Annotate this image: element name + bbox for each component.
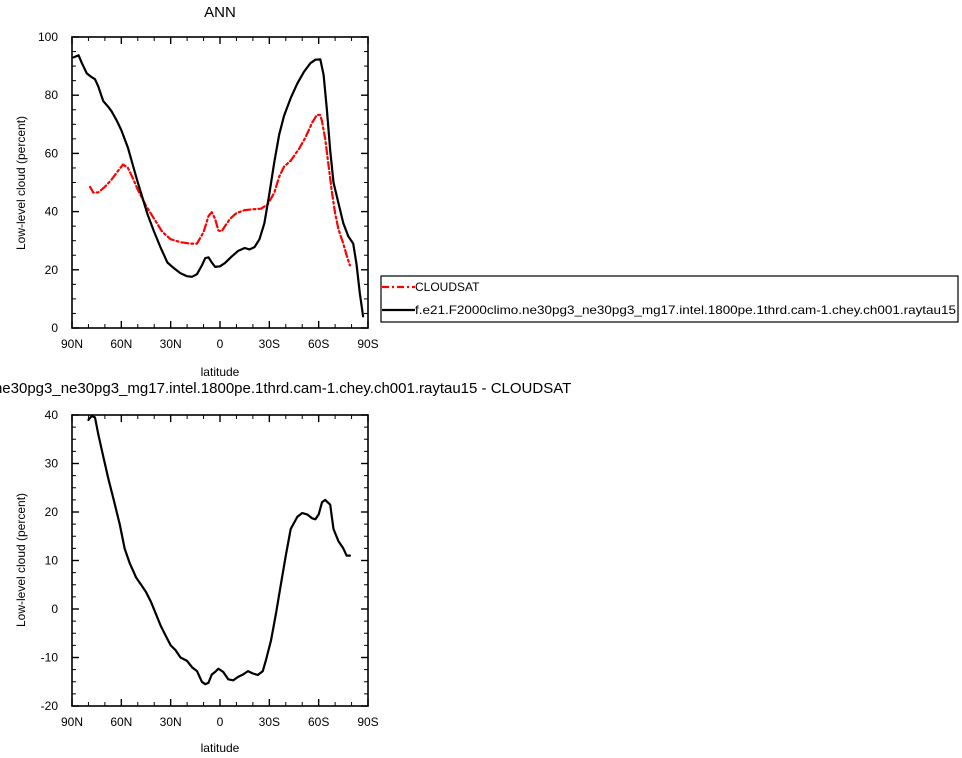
x-tick-label: 90S bbox=[357, 337, 378, 351]
panel-2-title: f.e21.F2000climo.ne30pg3_ne30pg3_mg17.in… bbox=[0, 380, 571, 397]
y-tick-label: 100 bbox=[38, 30, 58, 44]
y-tick-label: 10 bbox=[45, 554, 59, 568]
y-tick-label: -20 bbox=[41, 699, 59, 713]
y-tick-label: 0 bbox=[51, 602, 58, 616]
panel-2: f.e21.F2000climo.ne30pg3_ne30pg3_mg17.in… bbox=[0, 380, 571, 755]
x-tick-label: 90N bbox=[61, 337, 83, 351]
x-tick-label: 90S bbox=[357, 715, 378, 729]
y-tick-label: 80 bbox=[45, 88, 59, 102]
panel-2-xlabel: latitude bbox=[201, 741, 240, 755]
panel-2-series-line-1 bbox=[87, 414, 351, 686]
x-tick-label: 60N bbox=[110, 715, 132, 729]
panel-1: ANN Low-level cloud (percent) latitude 9… bbox=[14, 4, 379, 379]
legend-box bbox=[380, 275, 959, 323]
panel-2-plot-frame bbox=[71, 414, 369, 707]
x-tick-label: 0 bbox=[217, 715, 224, 729]
panel-2-series bbox=[87, 414, 351, 686]
panel-1-plot-frame bbox=[71, 36, 369, 329]
legend: CLOUDSAT f.e21.F2000climo.ne30pg3_ne30pg… bbox=[380, 275, 959, 323]
y-tick-label: 30 bbox=[45, 457, 59, 471]
x-tick-label: 30S bbox=[259, 715, 280, 729]
panel-1-series bbox=[72, 54, 365, 318]
legend-label-cloudsat: CLOUDSAT bbox=[415, 280, 480, 294]
y-tick-label: 40 bbox=[45, 205, 59, 219]
panel-1-ylabel: Low-level cloud (percent) bbox=[14, 116, 28, 250]
panel-1-title: ANN bbox=[204, 4, 236, 21]
x-tick-label: 30S bbox=[259, 337, 280, 351]
y-tick-label: 20 bbox=[45, 505, 59, 519]
panel-1-ticks: 90N 60N 30N 0 30S 60S 90S 0 20 40 60 80 100 bbox=[38, 30, 379, 351]
panel-1-series-line-2 bbox=[72, 54, 365, 318]
x-tick-label: 30N bbox=[160, 715, 182, 729]
x-tick-label: 60S bbox=[308, 715, 329, 729]
x-tick-label: 60N bbox=[110, 337, 132, 351]
panel-1-xlabel: latitude bbox=[201, 365, 240, 379]
y-tick-label: -10 bbox=[41, 651, 59, 665]
x-tick-label: 30N bbox=[160, 337, 182, 351]
legend-label-model: f.e21.F2000climo.ne30pg3_ne30pg3_mg17.in… bbox=[415, 303, 956, 317]
x-tick-label: 0 bbox=[217, 337, 224, 351]
x-tick-label: 90N bbox=[61, 715, 83, 729]
y-tick-label: 0 bbox=[51, 321, 58, 335]
y-tick-label: 40 bbox=[45, 408, 59, 422]
x-tick-label: 60S bbox=[308, 337, 329, 351]
panel-1-series-line-1 bbox=[88, 113, 351, 267]
y-tick-label: 60 bbox=[45, 146, 59, 160]
panel-2-ylabel: Low-level cloud (percent) bbox=[14, 493, 28, 627]
y-tick-label: 20 bbox=[45, 263, 59, 277]
